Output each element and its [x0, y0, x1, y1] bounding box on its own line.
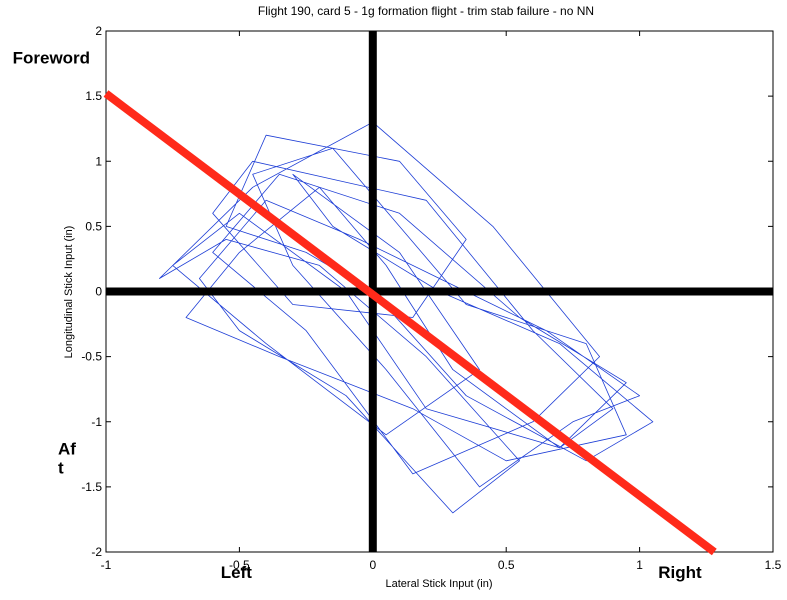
- y-axis-label: Longitudinal Stick Input (in): [63, 226, 75, 359]
- y-axis: 2 1.5 1 0.5 0 -0.5 -1 -1.5 -2: [81, 24, 773, 559]
- x-tick-label: 0: [369, 558, 376, 572]
- annotation-left: Left: [221, 563, 253, 582]
- annotation-right: Right: [658, 563, 702, 582]
- stick-trace-line: [158, 121, 654, 514]
- x-tick-label: 0.5: [498, 558, 515, 572]
- y-tick-label: 0: [95, 285, 102, 299]
- annotation-aft: t: [58, 458, 64, 477]
- annotation-aft: Af: [58, 439, 76, 458]
- chart-title: Flight 190, card 5 - 1g formation flight…: [258, 4, 594, 18]
- x-tick-label: 1: [636, 558, 643, 572]
- y-tick-label: -1.5: [81, 480, 102, 494]
- y-tick-label: 2: [95, 24, 102, 38]
- series-layer: [103, 31, 773, 556]
- x-tick-label: 1.5: [765, 558, 782, 572]
- overlay-line: [103, 90, 717, 556]
- x-tick-label: -0.5: [229, 558, 250, 572]
- y-tick-label: 1: [95, 154, 102, 168]
- x-tick-label: -1: [101, 558, 112, 572]
- y-tick-label: -2: [91, 545, 102, 559]
- annotations: Foreword Aft Left Right: [13, 49, 702, 582]
- x-axis-label: Lateral Stick Input (in): [386, 578, 493, 590]
- y-tick-label: 1.5: [85, 89, 102, 103]
- y-tick-label: -1: [91, 415, 102, 429]
- y-tick-label: -0.5: [81, 350, 102, 364]
- y-tick-label: 0.5: [85, 219, 102, 233]
- annotation-foreword: Foreword: [13, 49, 90, 68]
